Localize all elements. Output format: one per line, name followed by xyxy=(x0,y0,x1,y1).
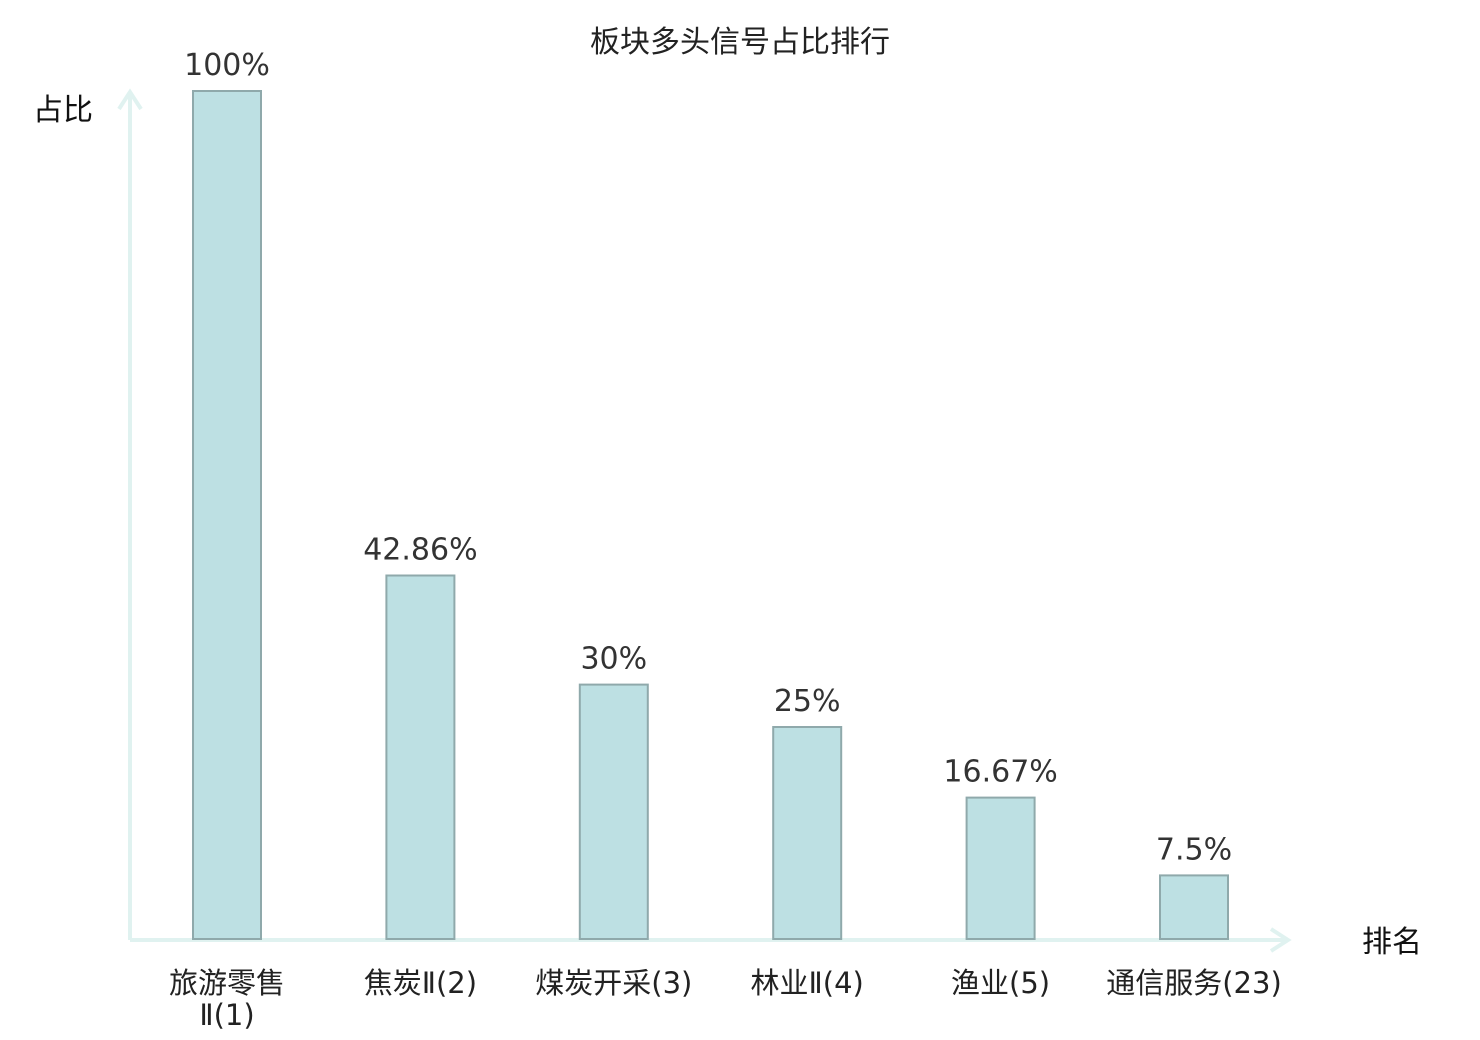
category-label-6: 通信服务(23) xyxy=(1106,966,1282,1000)
category-label-line: 煤炭开采(3) xyxy=(535,966,692,1000)
category-label-line: 焦炭Ⅱ(2) xyxy=(364,966,477,1000)
category-labels-group: 旅游零售 Ⅱ(1) 焦炭Ⅱ(2) 煤炭开采(3) 林业Ⅱ(4) 渔业(5) 通信服务(23) xyxy=(169,966,1282,1032)
category-label-3: 煤炭开采(3) xyxy=(535,966,692,1000)
x-axis-arrow-icon xyxy=(1269,927,1292,953)
value-labels-group: 100% 42.86% 30% 25% 16.67% 7.5% xyxy=(184,48,1232,867)
chart-title: 板块多头信号占比排行 xyxy=(590,25,890,60)
value-label-6: 7.5% xyxy=(1156,832,1232,867)
bar-4 xyxy=(772,726,843,940)
axes xyxy=(117,88,1292,953)
bars-group xyxy=(192,90,1229,941)
category-label-4: 林业Ⅱ(4) xyxy=(751,966,864,1000)
category-label-line: 渔业(5) xyxy=(951,966,1050,1000)
bar-1 xyxy=(192,90,262,940)
category-label-line: 通信服务(23) xyxy=(1106,966,1282,1000)
category-label-5: 渔业(5) xyxy=(951,966,1050,1000)
y-axis-arrow-icon xyxy=(117,88,143,111)
value-label-2: 42.86% xyxy=(363,533,477,568)
bar-5 xyxy=(965,796,1036,940)
bar-6 xyxy=(1159,874,1229,941)
x-axis-label: 排名 xyxy=(1362,925,1422,960)
value-label-1: 100% xyxy=(184,48,270,83)
value-label-5: 16.67% xyxy=(943,755,1057,790)
category-label-line: 林业Ⅱ(4) xyxy=(751,966,864,1000)
category-label-1: 旅游零售 Ⅱ(1) xyxy=(169,966,285,1032)
value-label-4: 25% xyxy=(774,684,841,719)
category-label-line: 旅游零售 xyxy=(169,966,285,1000)
bar-2 xyxy=(385,574,456,940)
bar-3 xyxy=(578,683,649,940)
y-axis-label: 占比 xyxy=(33,93,93,128)
value-label-3: 30% xyxy=(580,642,647,677)
category-label-2: 焦炭Ⅱ(2) xyxy=(364,966,477,1000)
category-label-line: Ⅱ(1) xyxy=(199,998,254,1032)
